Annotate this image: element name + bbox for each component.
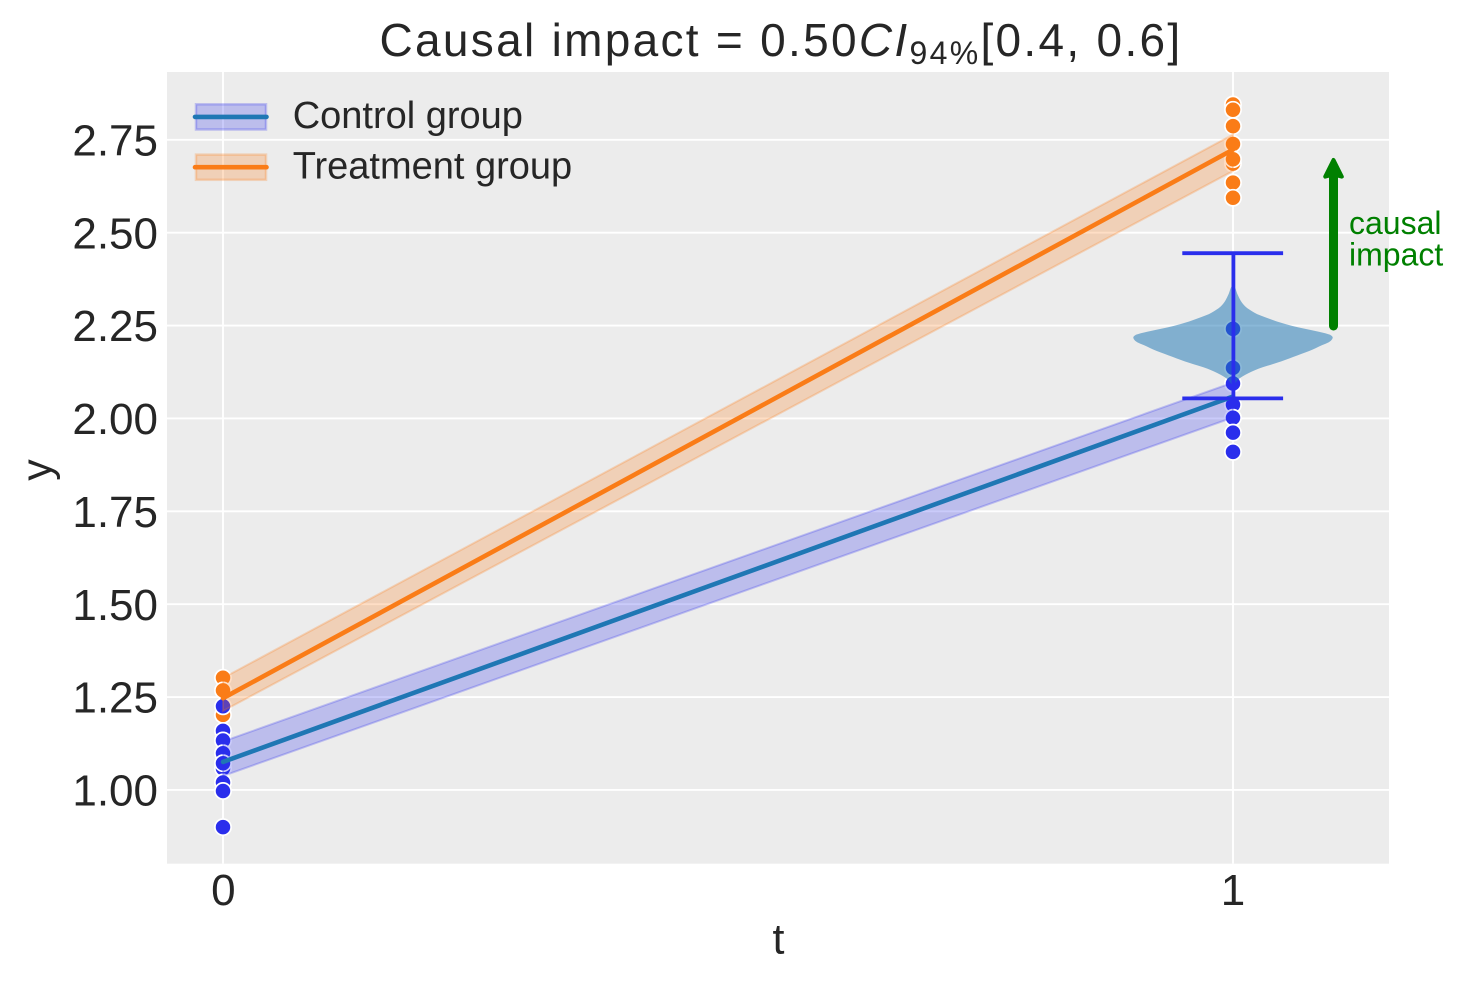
svg-text:y: y — [13, 459, 61, 481]
svg-text:causal: causal — [1349, 205, 1442, 241]
svg-text:t: t — [773, 915, 785, 963]
svg-text:2.25: 2.25 — [72, 302, 158, 351]
svg-text:1.75: 1.75 — [72, 488, 158, 537]
svg-text:2.00: 2.00 — [72, 395, 158, 444]
svg-text:1.25: 1.25 — [72, 674, 158, 723]
svg-text:2.75: 2.75 — [72, 116, 158, 165]
svg-text:Causal impact = 0.50CI94%[0.4,: Causal impact = 0.50CI94%[0.4, 0.6] — [380, 14, 1183, 71]
svg-text:Treatment group: Treatment group — [293, 145, 573, 187]
svg-text:1: 1 — [1221, 866, 1245, 915]
svg-text:1.50: 1.50 — [72, 581, 158, 630]
svg-text:1.00: 1.00 — [72, 767, 158, 816]
svg-text:0: 0 — [211, 866, 235, 915]
svg-text:impact: impact — [1349, 237, 1443, 273]
svg-text:Control group: Control group — [293, 95, 523, 137]
svg-text:2.50: 2.50 — [72, 209, 158, 258]
